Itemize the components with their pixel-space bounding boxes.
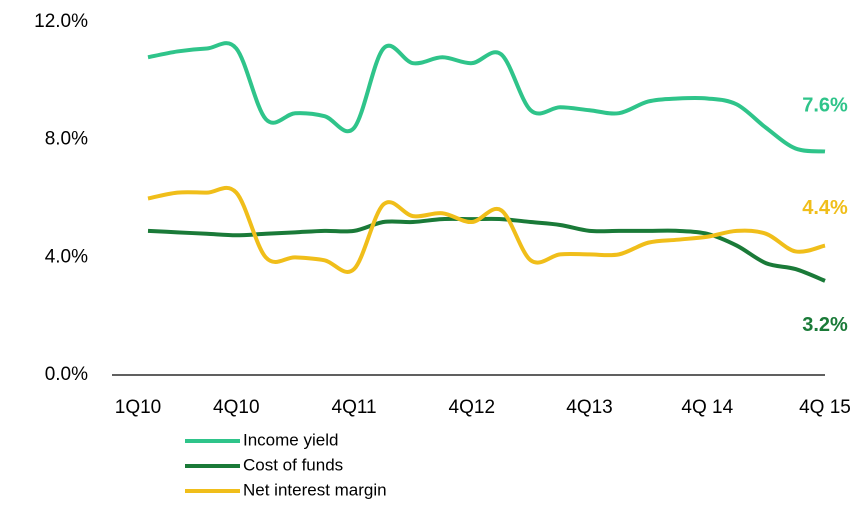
- legend-label: Net interest margin: [243, 480, 387, 499]
- x-tick-label: 4Q13: [566, 397, 612, 418]
- x-tick-label: 4Q12: [449, 397, 495, 418]
- x-tick-label: 4Q11: [332, 397, 377, 418]
- end-value-label: 4.4%: [802, 197, 848, 219]
- x-tick-label: 1Q10: [115, 397, 161, 418]
- x-tick-label: 4Q 15: [799, 397, 851, 418]
- series-line: [147, 41, 826, 154]
- y-tick-label: 4.0%: [45, 246, 88, 267]
- x-tick-label: 4Q10: [213, 397, 259, 418]
- series-line: [147, 185, 826, 274]
- y-tick-label: 12.0%: [34, 11, 88, 32]
- y-tick-label: 8.0%: [45, 129, 88, 150]
- legend-label: Income yield: [243, 430, 338, 449]
- end-value-label: 3.2%: [802, 314, 848, 336]
- series-line: [147, 216, 826, 283]
- x-tick-label: 4Q 14: [681, 397, 733, 418]
- end-value-label: 7.6%: [802, 95, 848, 117]
- legend-label: Cost of funds: [243, 455, 343, 474]
- y-tick-label: 0.0%: [45, 364, 88, 385]
